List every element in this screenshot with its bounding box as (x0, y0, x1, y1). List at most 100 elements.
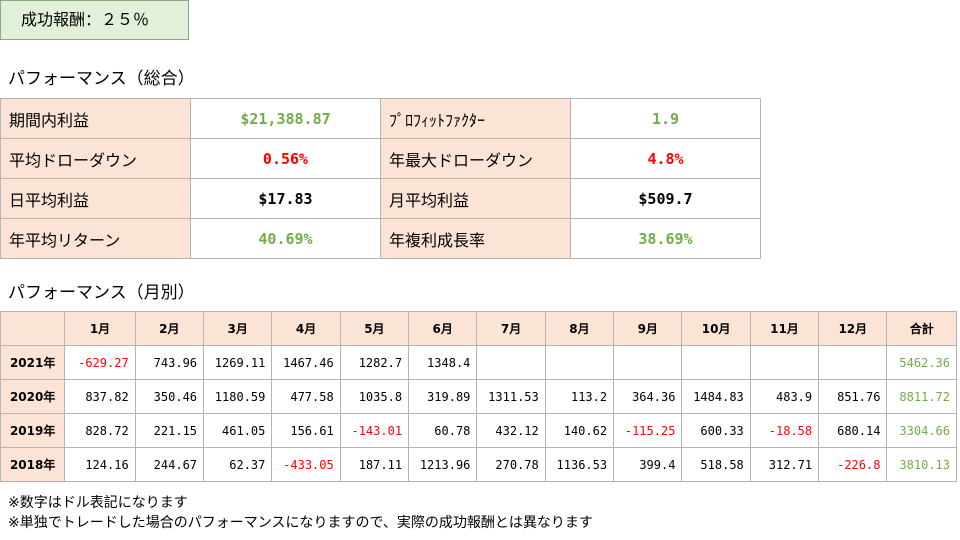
month-value: 156.61 (271, 413, 341, 448)
column-header: 12月 (818, 311, 888, 346)
month-value: -433.05 (271, 447, 341, 482)
month-value: 1311.53 (476, 379, 546, 414)
column-header: 3月 (203, 311, 273, 346)
metric-value: 40.69% (190, 218, 381, 259)
month-value: 399.4 (613, 447, 683, 482)
footnotes: ※数字はドル表記になります ※単独でトレードした場合のパフォーマンスになりますの… (8, 493, 593, 533)
month-value: 1348.4 (408, 345, 478, 380)
monthly-performance-title: パフォーマンス（月別） (8, 283, 195, 303)
metric-label: 月平均利益 (380, 178, 571, 219)
year-total: 5462.36 (886, 345, 957, 380)
column-header: 9月 (613, 311, 683, 346)
month-value: 364.36 (613, 379, 683, 414)
year-label: 2021年 (0, 345, 66, 380)
year-label: 2019年 (0, 413, 66, 448)
column-header: 5月 (339, 311, 410, 346)
month-value: 124.16 (64, 447, 136, 482)
summary-row: 平均ドローダウン 0.56% 年最大ドローダウン 4.8% (0, 138, 761, 179)
month-value: 477.58 (271, 379, 341, 414)
footnote-currency: ※数字はドル表記になります (8, 495, 188, 511)
header-corner (0, 311, 66, 346)
month-value: 113.2 (544, 379, 615, 414)
metric-value: $17.83 (190, 178, 381, 219)
month-value: 828.72 (64, 413, 136, 448)
month-value (681, 345, 751, 380)
month-value: 244.67 (134, 447, 205, 482)
metric-label: 期間内利益 (0, 98, 191, 139)
month-value: 350.46 (134, 379, 205, 414)
month-value: -226.8 (818, 447, 888, 482)
total-performance-table: 期間内利益 $21,388.87 ﾌﾟﾛﾌｨｯﾄﾌｧｸﾀｰ 1.9 平均ドローダウン 0.… (0, 98, 761, 259)
month-value: 600.33 (681, 413, 751, 448)
month-value: 518.58 (681, 447, 751, 482)
year-label: 2018年 (0, 447, 66, 482)
month-value: 851.76 (818, 379, 888, 414)
month-value: 837.82 (64, 379, 136, 414)
month-value: -18.58 (749, 413, 820, 448)
column-header: 11月 (749, 311, 820, 346)
metric-value: 38.69% (570, 218, 761, 259)
column-header: 10月 (681, 311, 751, 346)
month-value: 270.78 (476, 447, 546, 482)
month-value: -629.27 (64, 345, 136, 380)
year-row: 2021年 -629.27 743.96 1269.11 1467.46 1282.7 13… (0, 345, 957, 380)
month-value: 140.62 (544, 413, 615, 448)
monthly-performance-table: 1月 2月 3月 4月 5月 6月 7月 8月 9月 10月 11月 12月 合計 2021年 -629.… (0, 311, 957, 482)
month-value (476, 345, 546, 380)
month-value: 1282.7 (339, 345, 410, 380)
metric-label: 日平均利益 (0, 178, 191, 219)
month-value (818, 345, 888, 380)
year-row: 2018年 124.16 244.67 62.37 -433.05 187.11 1213.… (0, 447, 957, 482)
metric-value: 4.8% (570, 138, 761, 179)
year-total: 3810.13 (886, 447, 957, 482)
month-value: 1136.53 (544, 447, 615, 482)
month-value: 319.89 (408, 379, 478, 414)
column-header: 1月 (64, 311, 136, 346)
metric-value: 1.9 (570, 98, 761, 139)
month-value: 1484.83 (681, 379, 751, 414)
column-header: 4月 (271, 311, 341, 346)
month-value: 1269.11 (203, 345, 273, 380)
success-fee-label: 成功報酬：２５％ (0, 0, 189, 40)
summary-row: 年平均リターン 40.69% 年複利成長率 38.69% (0, 218, 761, 259)
year-total: 3304.66 (886, 413, 957, 448)
month-value: 312.71 (749, 447, 820, 482)
month-value: 743.96 (134, 345, 205, 380)
metric-value: $509.7 (570, 178, 761, 219)
month-value: 1180.59 (203, 379, 273, 414)
month-value: 432.12 (476, 413, 546, 448)
metric-label: ﾌﾟﾛﾌｨｯﾄﾌｧｸﾀｰ (380, 98, 571, 139)
total-performance-title: パフォーマンス（総合） (8, 69, 195, 89)
column-header: 6月 (408, 311, 478, 346)
month-value (544, 345, 615, 380)
month-value: 483.9 (749, 379, 820, 414)
year-label: 2020年 (0, 379, 66, 414)
column-header: 8月 (544, 311, 615, 346)
column-header: 合計 (886, 311, 957, 346)
month-value: 1467.46 (271, 345, 341, 380)
year-row: 2019年 828.72 221.15 461.05 156.61 -143.01 60.7… (0, 413, 957, 448)
summary-row: 期間内利益 $21,388.87 ﾌﾟﾛﾌｨｯﾄﾌｧｸﾀｰ 1.9 (0, 98, 761, 139)
month-value: 680.14 (818, 413, 888, 448)
month-value: 461.05 (203, 413, 273, 448)
month-value: 60.78 (408, 413, 478, 448)
footnote-disclaimer: ※単独でトレードした場合のパフォーマンスになりますので、実際の成功報酬とは異なり… (8, 515, 593, 531)
month-value: 1213.96 (408, 447, 478, 482)
metric-label: 平均ドローダウン (0, 138, 191, 179)
month-value: 221.15 (134, 413, 205, 448)
metric-value: 0.56% (190, 138, 381, 179)
column-header: 2月 (134, 311, 205, 346)
metric-label: 年平均リターン (0, 218, 191, 259)
month-value (613, 345, 683, 380)
metric-value: $21,388.87 (190, 98, 381, 139)
year-row: 2020年 837.82 350.46 1180.59 477.58 1035.8 319.… (0, 379, 957, 414)
month-value (749, 345, 820, 380)
year-total: 8811.72 (886, 379, 957, 414)
month-value: -143.01 (339, 413, 410, 448)
month-value: -115.25 (613, 413, 683, 448)
column-header: 7月 (476, 311, 546, 346)
month-value: 1035.8 (339, 379, 410, 414)
summary-row: 日平均利益 $17.83 月平均利益 $509.7 (0, 178, 761, 219)
metric-label: 年複利成長率 (380, 218, 571, 259)
month-value: 62.37 (203, 447, 273, 482)
